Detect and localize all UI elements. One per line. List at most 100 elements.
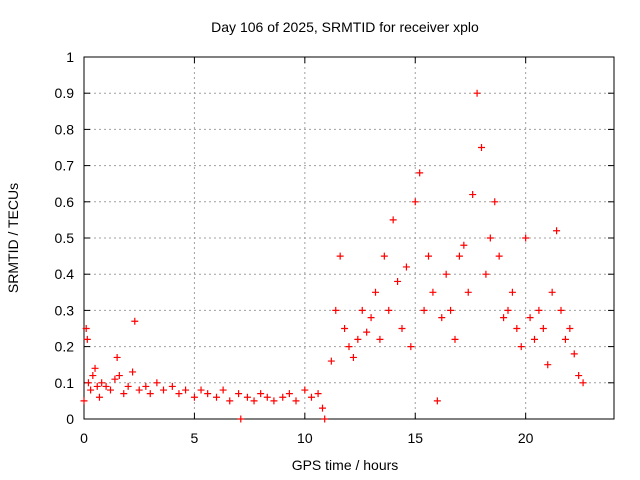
data-point <box>168 382 176 390</box>
data-point <box>535 306 543 314</box>
data-point <box>93 382 101 390</box>
data-point <box>394 277 402 285</box>
data-points <box>80 89 587 423</box>
data-point <box>517 343 525 351</box>
data-point <box>570 350 578 358</box>
x-tick-label: 20 <box>518 430 534 446</box>
data-point <box>575 372 583 380</box>
data-point <box>107 386 114 394</box>
data-point <box>270 397 278 405</box>
data-point <box>482 270 490 278</box>
data-point <box>98 379 106 387</box>
data-point <box>131 317 139 325</box>
data-point <box>102 382 110 390</box>
data-point <box>447 306 455 314</box>
data-point <box>513 325 521 332</box>
data-point <box>385 306 393 314</box>
data-point <box>469 191 477 199</box>
data-point <box>349 353 357 361</box>
y-tick-label: 0.7 <box>55 158 75 174</box>
data-point <box>429 288 437 296</box>
data-point <box>531 335 538 343</box>
data-point <box>257 390 265 398</box>
y-tick-label: 0.3 <box>55 302 75 318</box>
data-point <box>95 393 103 401</box>
data-point <box>87 386 95 394</box>
data-point <box>539 325 547 332</box>
x-tick-label: 0 <box>80 430 88 446</box>
data-point <box>84 379 92 387</box>
data-point <box>279 393 287 401</box>
data-point <box>354 335 362 343</box>
data-point <box>129 368 137 376</box>
y-tick-label: 0.2 <box>55 339 75 355</box>
data-point <box>460 241 468 249</box>
data-point <box>433 397 441 405</box>
x-axis-label: GPS time / hours <box>292 457 399 473</box>
data-point <box>504 306 512 314</box>
data-point <box>372 288 379 296</box>
data-point <box>113 353 121 361</box>
data-point <box>367 314 375 322</box>
data-point <box>389 216 397 224</box>
x-tick-label: 10 <box>297 430 313 446</box>
data-point <box>416 169 424 177</box>
data-point <box>80 397 88 405</box>
data-point <box>491 198 499 206</box>
y-tick-label: 0.6 <box>55 194 75 210</box>
data-point <box>464 288 472 296</box>
x-tick-label: 15 <box>407 430 423 446</box>
data-point <box>566 325 574 332</box>
data-point <box>321 415 329 423</box>
data-point <box>213 393 220 401</box>
data-point <box>522 234 530 242</box>
data-point <box>219 386 227 394</box>
data-point <box>358 306 366 314</box>
data-point <box>237 415 245 423</box>
data-point <box>111 375 119 383</box>
data-point <box>411 198 419 206</box>
data-point <box>250 397 258 405</box>
data-point <box>197 386 205 394</box>
data-point <box>146 390 154 398</box>
data-point <box>508 288 516 296</box>
y-axis-label: SRMTID / TECUs <box>5 183 21 293</box>
y-tick-label: 1 <box>66 49 74 65</box>
ticks: 00.10.20.30.40.50.60.70.80.910 5 10 15 20 <box>55 49 614 446</box>
data-point <box>115 372 123 380</box>
y-tick-label: 0.9 <box>55 85 75 101</box>
data-point <box>544 361 552 369</box>
data-point <box>442 270 450 278</box>
data-point <box>120 390 128 398</box>
data-point <box>345 343 353 351</box>
data-point <box>420 306 428 314</box>
data-point <box>82 325 90 332</box>
data-point <box>285 390 293 398</box>
x-tick-label: 5 <box>191 430 199 446</box>
data-point <box>190 393 198 401</box>
data-point <box>243 393 251 401</box>
data-point <box>263 393 271 401</box>
data-point <box>292 397 300 405</box>
data-point <box>451 335 459 343</box>
data-point <box>332 306 340 314</box>
data-point <box>135 386 143 394</box>
data-point <box>376 335 384 343</box>
data-point <box>455 252 463 260</box>
data-point <box>327 357 335 365</box>
data-point <box>425 252 432 260</box>
data-point <box>526 314 534 322</box>
data-point <box>561 335 569 343</box>
data-point <box>182 386 190 394</box>
data-point <box>495 252 503 260</box>
data-point <box>153 379 161 387</box>
data-point <box>363 328 371 336</box>
data-point <box>91 364 99 372</box>
data-point <box>398 325 406 332</box>
y-tick-label: 0.5 <box>55 230 75 246</box>
data-point <box>301 386 309 394</box>
data-point <box>438 314 446 322</box>
data-point <box>336 252 344 260</box>
data-point <box>579 379 587 387</box>
